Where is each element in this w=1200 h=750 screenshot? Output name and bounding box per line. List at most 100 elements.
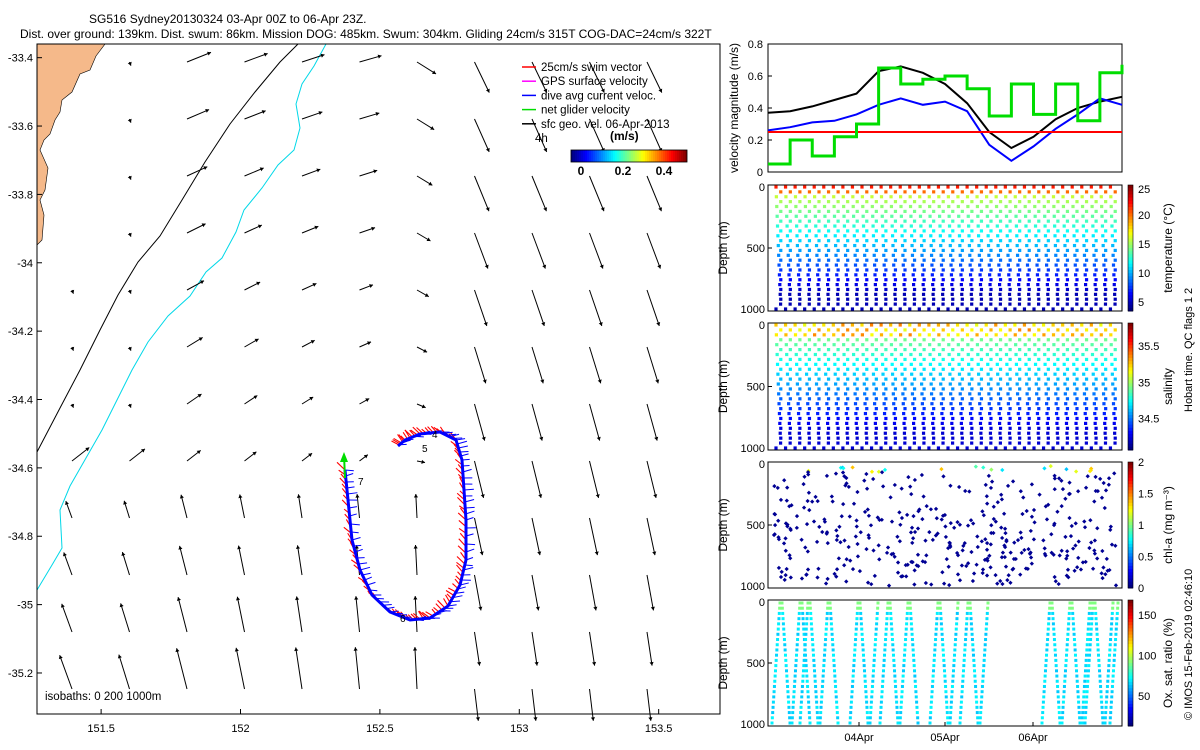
profile-point [825, 411, 829, 416]
oxygen-point [815, 705, 819, 709]
profile-point [903, 426, 907, 430]
profile-point [812, 323, 816, 327]
oxygen-point [869, 705, 873, 709]
profile-point [836, 377, 840, 381]
oxygen-point [939, 617, 943, 621]
profile-point [1037, 436, 1041, 440]
oxygen-point [1091, 606, 1095, 610]
oxygen-point [833, 679, 837, 683]
oxygen-point [1061, 700, 1065, 704]
profile-point [813, 343, 817, 347]
depth-tick-label: 500 [747, 243, 765, 255]
oxygen-point [1090, 617, 1094, 621]
oxygen-point [941, 653, 945, 657]
profile-point [826, 348, 831, 352]
chl-point [1059, 503, 1064, 509]
profile-point [1053, 382, 1058, 386]
oxygen-point [1088, 653, 1092, 657]
oxygen-point [983, 643, 987, 647]
profile-point [932, 416, 936, 421]
profile-point [938, 362, 942, 366]
profile-point [881, 382, 886, 386]
chl-point [1018, 489, 1023, 494]
profile-point [979, 377, 984, 381]
profile-point [998, 229, 1003, 233]
profile-point [1104, 407, 1108, 411]
profile-point [996, 382, 1000, 386]
oxygen-point [1047, 617, 1051, 621]
panel-colorbar-cell [1128, 669, 1133, 673]
oxygen-point [818, 716, 822, 720]
panel-colorbar-cell [1128, 402, 1133, 407]
chl-point [1031, 537, 1037, 542]
profile-point [893, 436, 898, 440]
profile-point [900, 372, 904, 376]
panel-colorbar-cell [1128, 628, 1133, 632]
profile-point [1008, 367, 1012, 371]
profile-point [1056, 436, 1060, 440]
oxygen-point [828, 601, 832, 605]
oxygen-point [904, 632, 908, 636]
profile-point [797, 283, 801, 287]
profile-point [855, 229, 859, 233]
profile-point [855, 200, 859, 204]
profile-point [1018, 328, 1022, 332]
geo-vel-arrowhead [650, 606, 655, 611]
geo-vel-arrowhead [316, 168, 321, 173]
chl-point [1067, 491, 1072, 496]
oxygen-point [828, 606, 832, 610]
chl-point [825, 541, 830, 546]
profile-point [1055, 292, 1059, 296]
profile-point [950, 421, 954, 425]
profile-point [927, 323, 931, 327]
profile-point [846, 239, 850, 243]
chl-point [810, 499, 815, 504]
chl-point [905, 562, 910, 567]
panel-colorbar-cell [1128, 622, 1133, 626]
profile-point [1033, 224, 1038, 228]
profile-point [1018, 338, 1022, 342]
profile-point [979, 338, 984, 342]
profile-point [805, 253, 809, 257]
profile-point [1018, 287, 1022, 292]
oxygen-point [804, 664, 808, 668]
profile-point [826, 421, 830, 425]
profile-point [893, 426, 898, 430]
profile-point [1027, 431, 1031, 435]
profile-point [836, 219, 840, 223]
chl-point [832, 571, 837, 576]
profile-point [1084, 268, 1089, 272]
profile-point [865, 377, 869, 381]
profile-point [785, 362, 789, 366]
chl-point [1043, 553, 1048, 558]
chl-point [846, 544, 851, 550]
profile-point [986, 372, 990, 376]
oxygen-point [823, 648, 827, 652]
profile-point [879, 185, 883, 189]
legend-label: dive avg current veloc. [541, 90, 656, 102]
chl-point [892, 482, 897, 488]
oxygen-point [1109, 700, 1113, 704]
profile-point [951, 287, 955, 292]
profile-point [1104, 219, 1108, 223]
oxygen-point [801, 617, 805, 621]
profile-point [1082, 382, 1086, 386]
profile-point [1094, 302, 1098, 306]
profile-point [931, 283, 935, 287]
oxygen-point [942, 664, 946, 668]
oxygen-point [955, 622, 959, 626]
profile-point [1027, 387, 1031, 391]
profile-point [989, 426, 993, 430]
oxygen-point [1105, 684, 1109, 688]
oxygen-point [883, 653, 887, 657]
profile-point [949, 253, 953, 257]
profile-point [865, 348, 869, 352]
chl-point [888, 495, 893, 500]
oxygen-point [1077, 700, 1081, 704]
profile-point [1075, 397, 1079, 401]
panel-colorbar-cell [1128, 468, 1133, 472]
profile-point [985, 343, 989, 347]
oxygen-point [1083, 716, 1087, 720]
profile-point [1017, 292, 1021, 296]
profile-point [807, 239, 812, 243]
